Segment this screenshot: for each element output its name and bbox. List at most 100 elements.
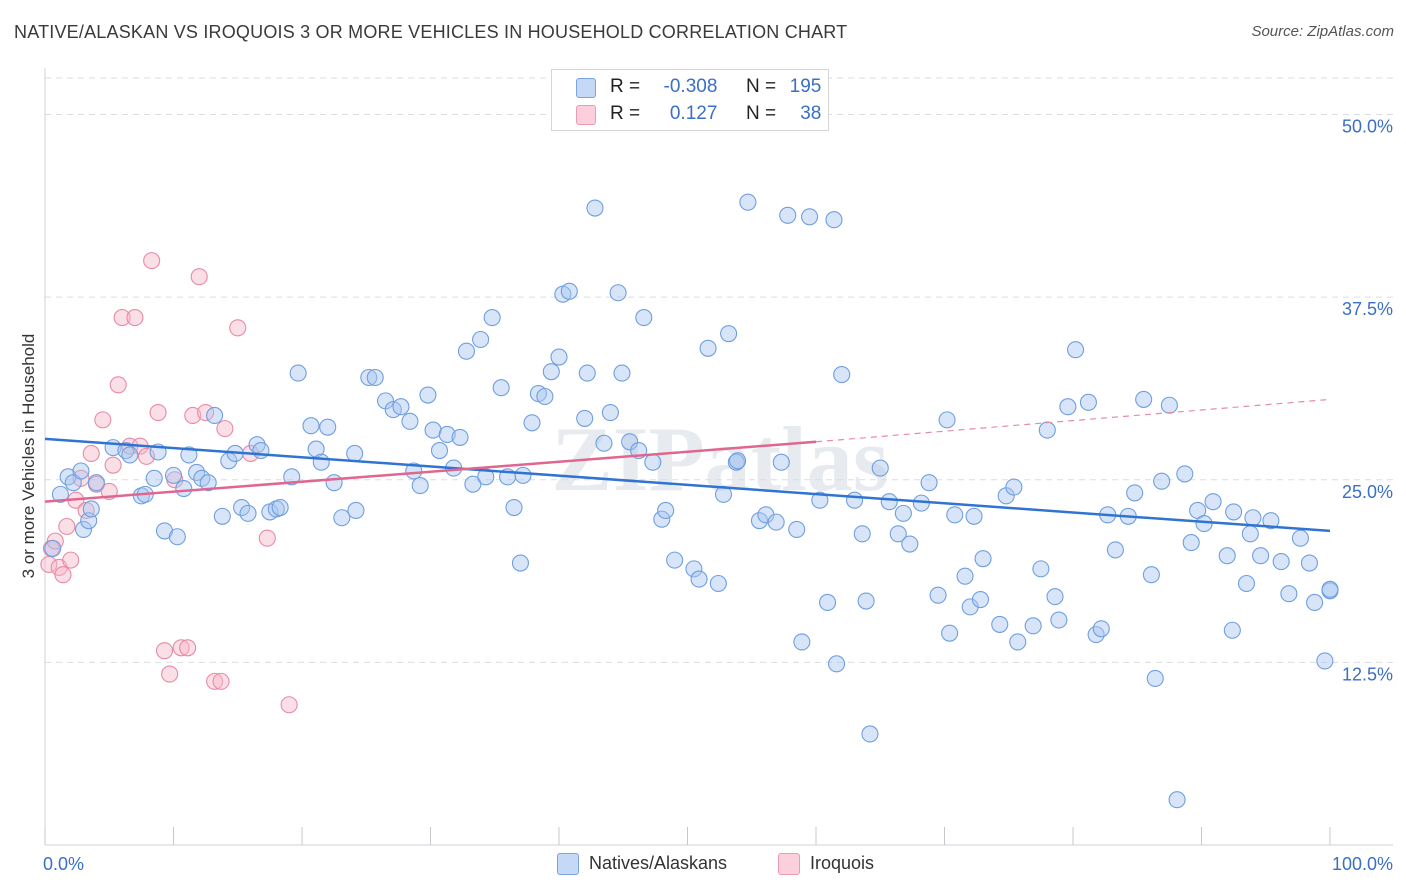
iroquois-swatch-icon	[778, 853, 800, 875]
natives-point	[685, 560, 703, 578]
legend-swatch-iroquois	[576, 105, 596, 125]
natives-point	[929, 586, 947, 604]
natives-point	[283, 468, 301, 486]
y-axis-label: 3 or more Vehicles in Household	[19, 334, 38, 579]
y-tick-label: 37.5%	[1342, 299, 1393, 319]
natives-point	[1280, 585, 1298, 603]
natives-point	[729, 452, 747, 470]
natives-point	[576, 409, 594, 427]
natives-point	[609, 284, 627, 302]
chart-title: NATIVE/ALASKAN VS IROQUOIS 3 OR MORE VEH…	[14, 22, 848, 42]
natives-point	[578, 364, 596, 382]
natives-point	[601, 404, 619, 422]
natives-point	[974, 550, 992, 568]
y-tick-label: 50.0%	[1342, 117, 1393, 137]
natives-point	[289, 364, 307, 382]
source-label: Source: ZipAtlas.com	[1251, 23, 1394, 40]
natives-point	[1237, 574, 1256, 593]
natives-point	[75, 520, 93, 538]
natives-point	[252, 441, 270, 460]
iroquois-point	[280, 696, 298, 714]
legend-n-label: N =	[745, 76, 777, 97]
natives-point	[1321, 580, 1339, 598]
iroquois-point	[149, 404, 167, 422]
natives-point	[472, 330, 490, 349]
natives-point	[483, 309, 501, 327]
natives-point	[1252, 547, 1270, 565]
natives-point	[956, 567, 974, 585]
natives-point	[941, 624, 959, 642]
natives-point	[1024, 617, 1042, 635]
natives-point	[392, 398, 410, 416]
natives-point	[401, 412, 419, 430]
natives-point	[750, 512, 769, 530]
natives-point	[1009, 633, 1027, 651]
natives-point	[1059, 398, 1077, 416]
natives-point	[1291, 529, 1309, 547]
natives-point	[880, 493, 898, 511]
natives-point	[971, 591, 990, 609]
natives-point	[1225, 503, 1243, 521]
iroquois-point	[143, 252, 161, 270]
natives-point	[811, 491, 829, 509]
iroquois-point	[212, 672, 230, 690]
legend-r-label: R =	[610, 76, 641, 97]
iroquois-point	[190, 268, 208, 286]
natives-point	[1204, 493, 1222, 511]
natives-point	[319, 418, 337, 436]
natives-point	[347, 501, 365, 519]
natives-point	[164, 466, 183, 484]
natives-point	[779, 206, 797, 224]
natives-point	[772, 453, 790, 471]
natives-point	[175, 479, 193, 498]
legend-n-label: N =	[745, 103, 777, 124]
y-tick-label: 25.0%	[1342, 482, 1393, 502]
natives-point	[825, 211, 843, 229]
iroquois-point	[58, 517, 76, 536]
natives-point	[51, 485, 69, 503]
tick-labels: 12.5% 25.0% 37.5% 50.0% 0.0% 100.0%	[43, 117, 1393, 874]
natives-point	[801, 208, 819, 226]
iroquois-trend-extension	[815, 398, 1331, 443]
natives-point	[1046, 588, 1064, 606]
natives-point	[1176, 465, 1194, 483]
natives-point	[411, 477, 429, 495]
natives-point	[438, 425, 456, 444]
iroquois-point	[104, 456, 122, 474]
natives-point	[690, 570, 708, 588]
natives-point	[613, 364, 631, 382]
natives-point	[302, 417, 320, 435]
natives-point	[965, 507, 983, 525]
natives-point	[536, 387, 554, 406]
natives-trend-line	[44, 437, 1331, 533]
legend-swatch-natives	[576, 78, 596, 98]
natives-point	[1262, 512, 1280, 530]
natives-point	[360, 368, 378, 387]
iroquois-point	[113, 309, 131, 327]
natives-point	[492, 379, 510, 397]
natives-point	[1067, 341, 1085, 359]
natives-point	[621, 433, 639, 451]
natives-point	[1218, 547, 1236, 565]
natives-point	[1106, 541, 1124, 559]
natives-point	[1092, 620, 1110, 638]
x-tick-label-max: 100.0%	[1332, 854, 1393, 874]
series-iroquois	[40, 252, 298, 714]
natives-point	[938, 411, 956, 429]
natives-point	[889, 525, 907, 543]
x-tick-label-min: 0.0%	[43, 854, 84, 874]
natives-point	[560, 282, 578, 300]
axes	[44, 68, 1393, 846]
legend-n-value: 195	[789, 76, 822, 97]
natives-point	[523, 414, 541, 432]
legend-r-value: -0.308	[663, 76, 718, 97]
iroquois-point	[258, 529, 276, 547]
natives-point	[542, 363, 560, 381]
natives-legend-label: Natives/Alaskans	[589, 853, 728, 873]
natives-point	[1050, 611, 1068, 629]
natives-point	[657, 501, 675, 519]
natives-point	[325, 474, 343, 492]
natives-point	[853, 525, 871, 543]
natives-point	[720, 325, 738, 343]
natives-point	[1241, 525, 1259, 543]
